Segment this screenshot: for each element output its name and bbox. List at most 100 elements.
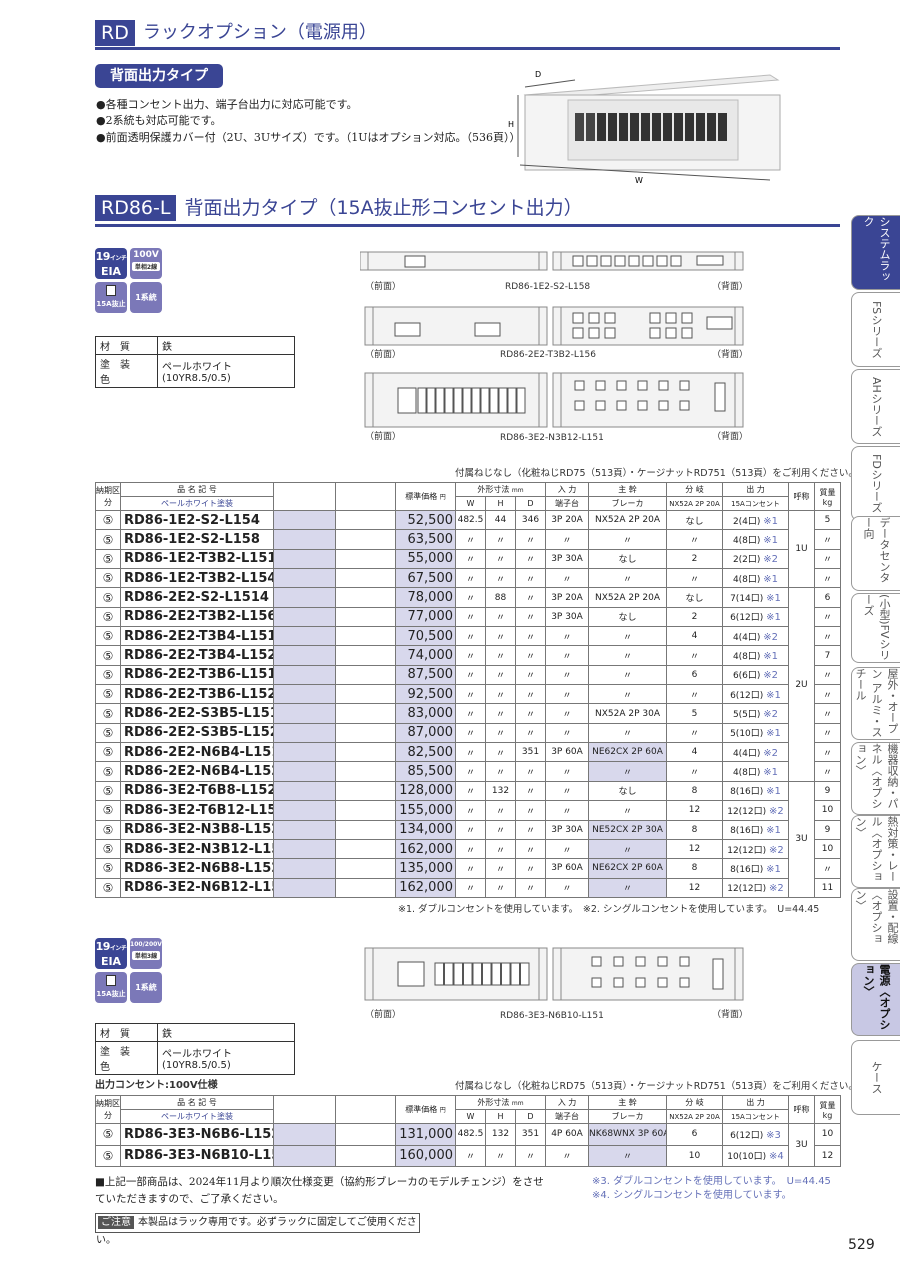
lead-time: ⑤	[95, 877, 121, 898]
lead-time: ⑤	[95, 568, 121, 589]
table-row: ⑤ RD86-3E3-N6B10-L151 160,000 〃〃〃 〃 〃 10…	[95, 1144, 841, 1167]
price: 160,000	[395, 1144, 456, 1167]
terminal-block-icon	[706, 316, 733, 330]
col-lead: 納期区分	[95, 482, 121, 511]
output: 4(8口) ※1	[722, 568, 789, 589]
depth: 〃	[515, 877, 546, 898]
outlet-icon	[681, 312, 693, 324]
height: 〃	[485, 645, 516, 666]
outlet-icon	[588, 327, 600, 339]
footnote: ※4. シングルコンセントを使用しています。	[592, 1190, 792, 1201]
outlet-badge: 15A抜止	[95, 282, 127, 313]
price: 70,500	[395, 626, 456, 647]
side-tab[interactable]: 屋外・オープン アルミ・スチール	[851, 667, 900, 740]
size-cell: 3U	[788, 780, 815, 898]
table-row: ⑤ RD86-2E2-S3B5-L151 83,000 〃〃〃 〃 NX52A …	[95, 703, 841, 724]
input: 〃	[545, 626, 589, 647]
side-tab[interactable]: 電源〈オプション〉	[851, 963, 900, 1036]
weight: 〃	[814, 703, 841, 724]
height: 〃	[485, 1144, 516, 1167]
input: 3P 20A	[545, 587, 589, 608]
main-breaker: 〃	[588, 800, 667, 821]
front-panel	[364, 306, 548, 346]
width: 〃	[455, 858, 486, 879]
width: 〃	[455, 722, 486, 744]
voltage-badge: 100V 単相2線	[130, 248, 162, 279]
weight: 〃	[814, 858, 841, 879]
breaker-icon	[453, 387, 463, 414]
eia-label: EIA	[100, 265, 122, 278]
output: 4(4口) ※2	[722, 742, 789, 763]
input: 〃	[545, 838, 589, 860]
side-tab[interactable]: (小型)FVシリーズ	[851, 593, 900, 663]
drawing-caption: RD86-3E3-N6B10-L151	[500, 1011, 604, 1021]
header-row: 納期区分 品 名 記 号 標準価格 円 外形寸法 mm 入 力主 幹 分 岐出 …	[95, 482, 841, 511]
header-row: 納期区分 品 名 記 号 標準価格 円 外形寸法 mm 入 力主 幹 分 岐出 …	[95, 1095, 841, 1124]
main-breaker: NX52A 2P 30A	[588, 703, 667, 724]
breaker-icon	[685, 113, 694, 141]
branch: 2	[666, 606, 723, 628]
breaker-icon	[444, 962, 454, 986]
breaker-icon	[444, 387, 454, 414]
model-number: RD86-2E2-T3B4-L151	[120, 626, 274, 647]
input: 〃	[545, 877, 589, 898]
input: 3P 60A	[545, 742, 589, 763]
breaker-icon	[482, 962, 492, 986]
branch: 4	[666, 742, 723, 763]
col-model: 品 名 記 号	[120, 1095, 274, 1110]
height: 〃	[485, 858, 516, 879]
product-table: 納期区分 品 名 記 号 標準価格 円 外形寸法 mm 入 力主 幹 分 岐出 …	[95, 482, 841, 898]
main-breaker: 〃	[588, 529, 667, 550]
outlet-icon	[628, 255, 640, 267]
col-dims: 外形寸法 mm	[455, 1095, 546, 1110]
side-tab[interactable]: AHシリーズ	[851, 369, 900, 444]
height: 〃	[485, 684, 516, 705]
outlet-icon	[591, 956, 602, 967]
lead-time: ⑤	[95, 606, 121, 628]
screw-note: 付属ねじなし（化粧ねじRD75（513頁）・ケージナットRD751（513頁）を…	[455, 468, 863, 479]
breaker-icon	[586, 113, 595, 141]
height: 〃	[485, 742, 516, 763]
depth: 〃	[515, 761, 546, 782]
width: 〃	[455, 838, 486, 860]
outlet-icon	[679, 400, 690, 411]
model-number: RD86-3E2-N6B8-L152	[120, 858, 274, 879]
depth: 〃	[515, 1144, 546, 1167]
price: 87,500	[395, 664, 456, 686]
outlet-icon	[591, 977, 602, 988]
height: 〃	[485, 800, 516, 821]
voltage-badge: 100/200V 単相3線	[130, 938, 162, 969]
side-tab[interactable]: ケース	[851, 1040, 900, 1115]
col-lead: 納期区分	[95, 1095, 121, 1124]
lead-time: ⑤	[95, 858, 121, 879]
output: 4(8口) ※1	[722, 529, 789, 550]
side-tab[interactable]: 熱対策・レール〈オプション〉	[851, 815, 900, 888]
outlet-icon	[658, 380, 669, 391]
side-tab[interactable]: システムラック	[851, 215, 900, 290]
side-tab[interactable]: FDシリーズ	[851, 446, 900, 521]
outlet-icon	[614, 255, 626, 267]
price: 128,000	[395, 780, 456, 802]
breaker-icon	[619, 113, 628, 141]
side-tab[interactable]: FSシリーズ	[851, 292, 900, 367]
outlet-icon	[595, 380, 606, 391]
page-header: RD ラックオプション（電源用）	[95, 20, 840, 50]
outlet-icon	[679, 956, 690, 967]
main-breaker: NE62CX 2P 60A	[588, 858, 667, 879]
breaker-icon	[462, 387, 472, 414]
breaker-icon	[491, 962, 501, 986]
main-breaker: 〃	[588, 877, 667, 898]
price: 162,000	[395, 877, 456, 898]
side-tab[interactable]: 設置・配線〈オプション〉	[851, 888, 900, 961]
side-tab[interactable]: 機器収納・パネル〈オプション〉	[851, 742, 900, 815]
width: 〃	[455, 684, 486, 705]
table-row: ⑤ RD86-3E2-N3B12-L151 162,000 〃〃〃 〃 〃 12…	[95, 838, 841, 860]
weight: 9	[814, 780, 841, 802]
lead-time: ⑤	[95, 1123, 121, 1146]
model-number: RD86-3E3-N6B10-L151	[120, 1144, 274, 1167]
col-output: 出 力	[722, 1095, 789, 1110]
main-breaker-icon	[404, 255, 426, 268]
side-tab[interactable]: データセンター向	[851, 516, 900, 591]
price: 67,500	[395, 568, 456, 589]
weight: 12	[814, 1144, 841, 1167]
